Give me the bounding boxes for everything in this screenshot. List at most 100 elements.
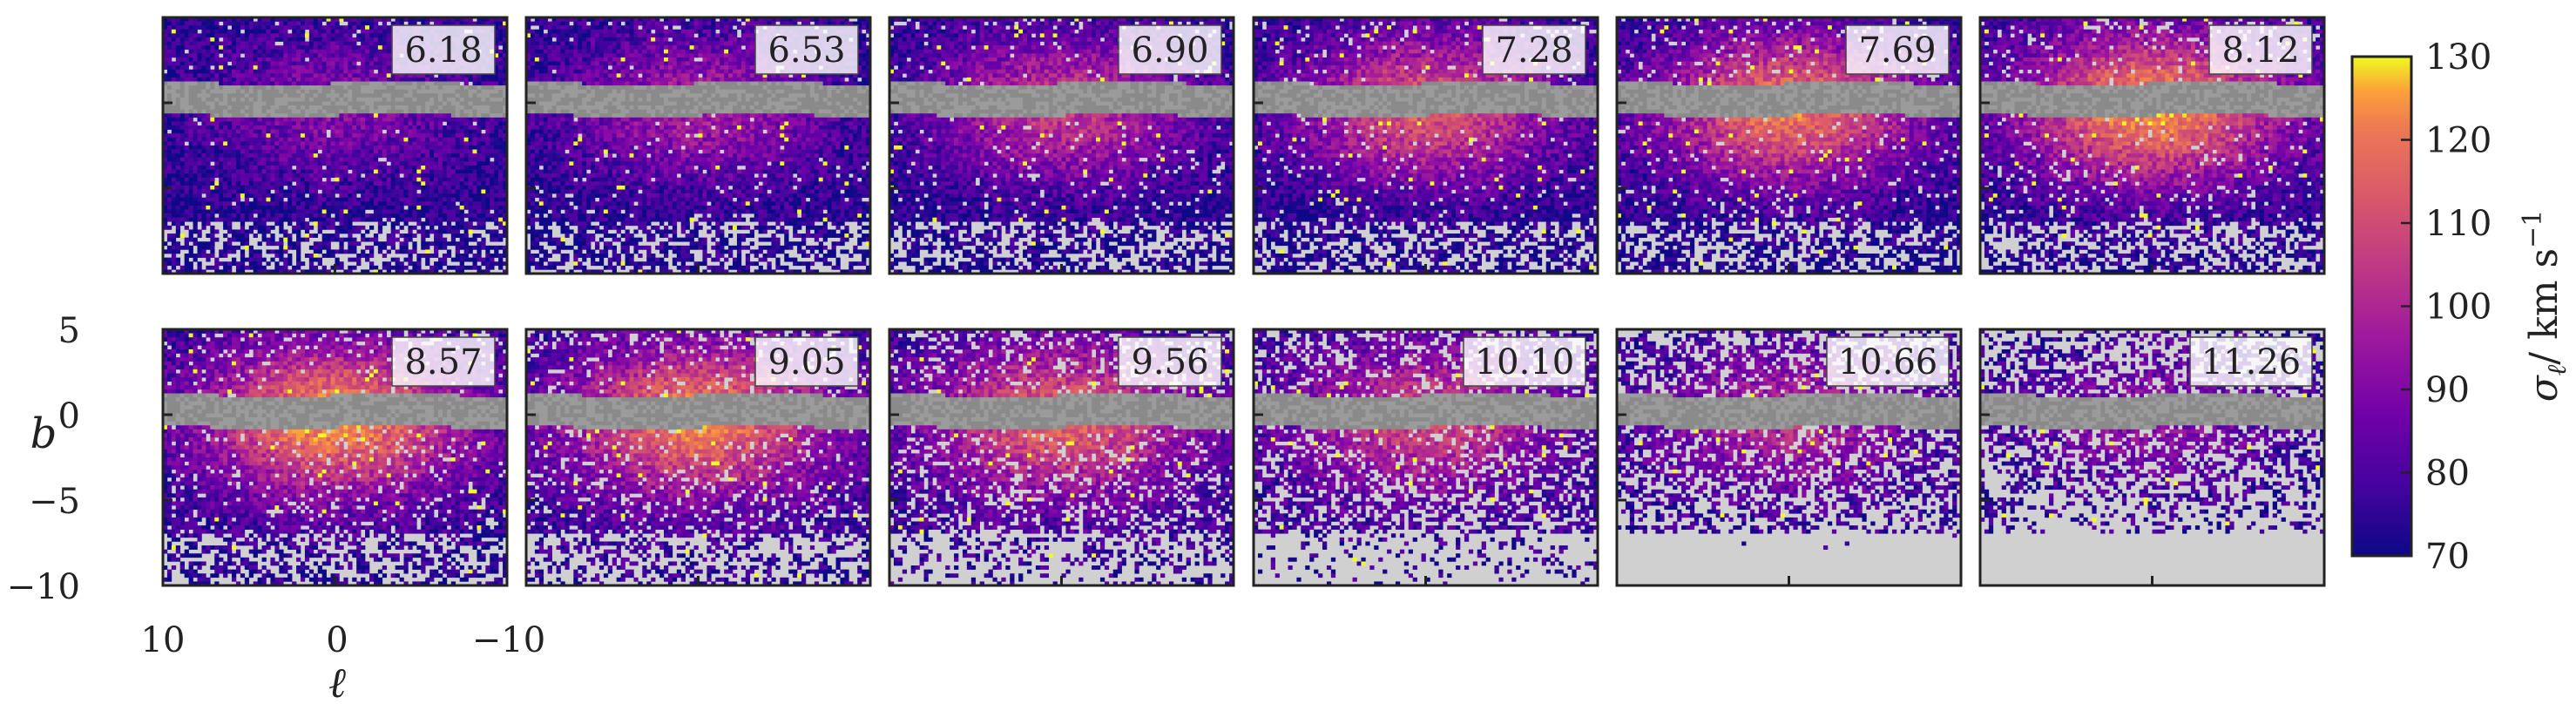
heatmap-cell: [308, 209, 314, 214]
heatmap-cell: [339, 209, 344, 214]
heatmap-cell: [193, 221, 198, 227]
heatmap-cell: [326, 137, 331, 142]
heatmap-cell: [361, 209, 366, 214]
heatmap-cell: [335, 41, 340, 46]
heatmap-cell: [287, 181, 293, 186]
heatmap-cell: [386, 77, 391, 82]
heatmap-cell: [472, 161, 477, 166]
heatmap-cell: [261, 21, 267, 26]
heatmap-cell: [232, 109, 237, 114]
heatmap-cell: [235, 57, 241, 62]
heatmap-cell: [257, 29, 262, 34]
heatmap-cell: [179, 89, 185, 94]
heatmap-cell: [292, 245, 297, 250]
heatmap-cell: [446, 133, 452, 139]
heatmap-cell: [330, 153, 335, 159]
heatmap-cell: [296, 157, 301, 162]
heatmap-cell: [308, 97, 314, 102]
panel-6.18: 6.18: [161, 16, 509, 275]
heatmap-cell: [184, 25, 189, 30]
heatmap-cell: [459, 213, 464, 218]
heatmap-cell: [235, 65, 241, 71]
heatmap-cell: [188, 149, 193, 154]
heatmap-cell: [292, 209, 297, 214]
heatmap-cell: [253, 125, 258, 130]
heatmap-cell: [455, 209, 460, 214]
heatmap-cell: [227, 105, 233, 110]
heatmap-cell: [279, 57, 284, 62]
heatmap-cell: [494, 249, 499, 254]
heatmap-cell: [565, 25, 570, 30]
heatmap-cell: [308, 41, 314, 46]
heatmap-cell: [373, 185, 379, 190]
heatmap-cell: [317, 153, 322, 159]
heatmap-cell: [343, 77, 348, 82]
heatmap-cell: [321, 254, 327, 258]
heatmap-cell: [166, 201, 172, 206]
heatmap-cell: [403, 149, 409, 154]
heatmap-cell: [296, 85, 301, 90]
heatmap-cell: [301, 137, 306, 142]
heatmap-cell: [646, 17, 652, 22]
heatmap-cell: [270, 105, 275, 110]
heatmap-cell: [382, 49, 388, 54]
heatmap-cell: [373, 213, 379, 218]
heatmap-cell: [206, 45, 211, 51]
heatmap-cell: [235, 85, 241, 90]
heatmap-cell: [498, 133, 504, 139]
heatmap-cell: [321, 97, 327, 102]
heatmap-cell: [313, 257, 319, 262]
heatmap-cell: [646, 33, 652, 38]
heatmap-cell: [382, 81, 388, 86]
heatmap-cell: [330, 25, 335, 30]
heatmap-cell: [248, 229, 254, 234]
heatmap-cell: [450, 201, 456, 206]
heatmap-cell: [223, 89, 228, 94]
heatmap-cell: [498, 217, 504, 222]
heatmap-cell: [707, 25, 712, 30]
heatmap-cell: [184, 149, 189, 154]
heatmap-cell: [377, 105, 383, 110]
heatmap-cell: [498, 105, 504, 110]
heatmap-cell: [240, 254, 246, 258]
heatmap-cell: [403, 213, 409, 218]
heatmap-cell: [304, 173, 310, 179]
heatmap-cell: [248, 145, 254, 150]
heatmap-cell: [784, 17, 789, 22]
heatmap-cell: [472, 189, 477, 194]
heatmap-cell: [680, 21, 686, 26]
heatmap-cell: [408, 269, 413, 274]
heatmap-cell: [547, 29, 552, 34]
heatmap-cell: [308, 61, 314, 66]
heatmap-cell: [321, 161, 327, 166]
heatmap-cell: [283, 205, 288, 210]
heatmap-cell: [472, 177, 477, 182]
heatmap-cell: [356, 69, 362, 74]
heatmap-cell: [429, 149, 435, 154]
heatmap-cell: [472, 181, 477, 186]
heatmap-cell: [672, 17, 678, 22]
heatmap-cell: [304, 269, 310, 274]
heatmap-cell: [702, 33, 707, 38]
heatmap-cell: [412, 149, 417, 154]
heatmap-cell: [412, 109, 417, 114]
heatmap-cell: [463, 173, 469, 179]
heatmap-cell: [434, 169, 439, 174]
heatmap-cell: [235, 21, 241, 26]
heatmap-cell: [210, 209, 215, 214]
heatmap-cell: [386, 177, 391, 182]
heatmap-cell: [446, 201, 452, 206]
heatmap-cell: [477, 97, 482, 102]
heatmap-cell: [382, 213, 388, 218]
heatmap-cell: [179, 201, 185, 206]
heatmap-cell: [201, 245, 206, 250]
heatmap-cell: [485, 17, 490, 22]
heatmap-cell: [485, 145, 490, 150]
heatmap-cell: [206, 181, 211, 186]
heatmap-cell: [257, 209, 262, 214]
heatmap-cell: [313, 217, 319, 222]
heatmap-cell: [166, 161, 172, 166]
heatmap-cell: [503, 85, 508, 90]
heatmap-cell: [313, 97, 319, 102]
heatmap-cell: [369, 81, 375, 86]
